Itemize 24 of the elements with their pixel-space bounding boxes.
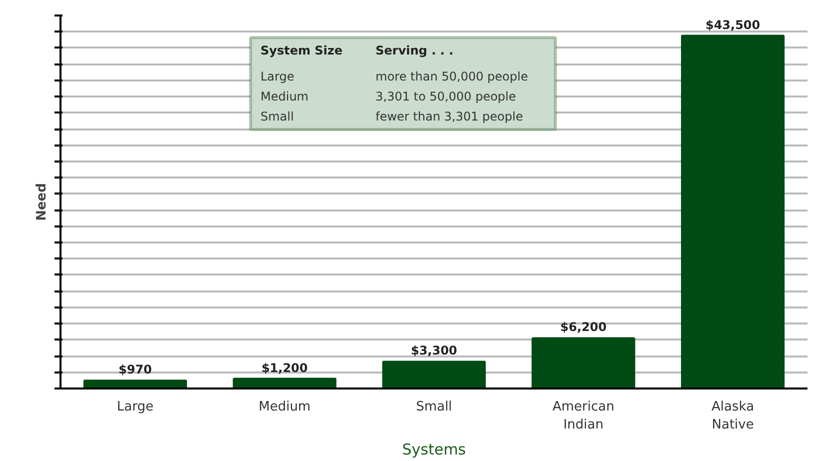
bar	[382, 360, 486, 388]
x-tick-label: Alaska Native	[712, 400, 754, 432]
annotation: Serving . . .	[376, 44, 454, 58]
data-label: $6,200	[560, 320, 607, 334]
bar	[681, 34, 785, 388]
annotation: Medium	[260, 90, 308, 104]
bar	[532, 337, 636, 388]
annotation: 3,301 to 50,000 people	[376, 90, 516, 104]
annotation: more than 50,000 people	[376, 70, 528, 84]
annotation: fewer than 3,301 people	[376, 110, 523, 124]
data-label: $3,300	[410, 344, 458, 358]
bar	[83, 380, 187, 388]
x-axis-title: Systems	[402, 440, 466, 458]
x-tick-label: Medium	[258, 400, 311, 414]
annotation: Small	[260, 110, 294, 124]
data-label: $970	[118, 362, 152, 377]
x-tick-label: Large	[116, 400, 154, 414]
data-label: $1,200	[261, 360, 308, 375]
y-axis-title: Need	[34, 183, 50, 221]
data-label: $43,500	[705, 18, 760, 32]
x-tick-label: American Indian	[552, 400, 614, 432]
x-tick-label: Small	[416, 400, 452, 414]
annotation: System Size	[260, 44, 343, 58]
annotation: Large	[260, 70, 294, 84]
